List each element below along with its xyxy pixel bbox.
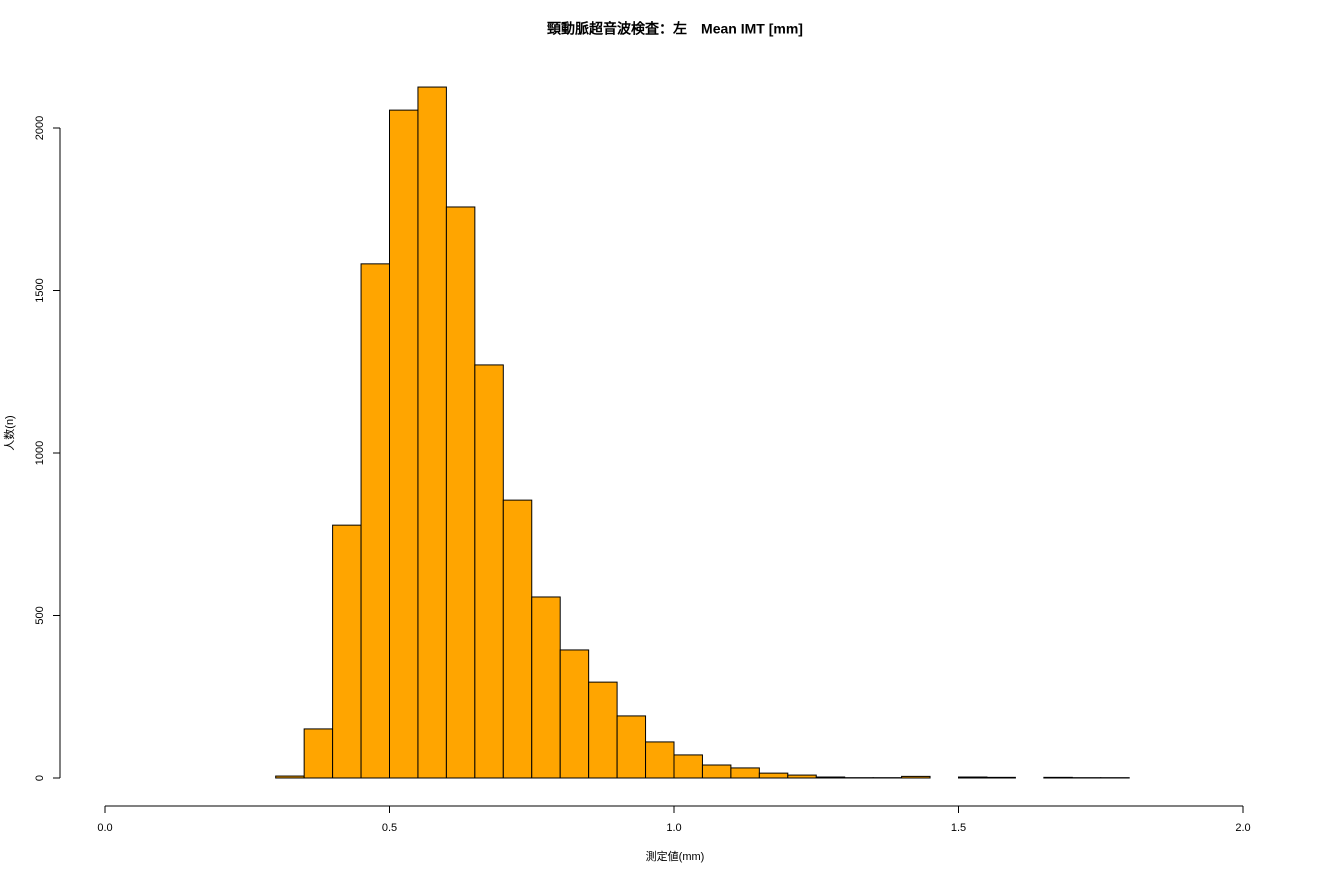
bar [474, 364, 504, 779]
bar [360, 263, 390, 779]
y-tick-label: 500 [34, 606, 46, 624]
bar [673, 754, 703, 779]
x-tick-label: 0.0 [97, 822, 112, 834]
bar [730, 767, 760, 779]
bar [701, 764, 732, 779]
bar [445, 206, 476, 779]
x-tick-label: 1.0 [666, 822, 681, 834]
bar [787, 774, 817, 779]
bar [616, 715, 647, 779]
bar [901, 775, 931, 779]
bar [502, 499, 533, 779]
bar [303, 728, 334, 779]
y-tick-label: 0 [34, 775, 46, 781]
bar [815, 776, 846, 779]
bar [645, 741, 675, 779]
bar [958, 776, 988, 779]
bar [559, 649, 590, 779]
bar [758, 772, 789, 779]
bar [1043, 776, 1073, 779]
bar [332, 524, 362, 779]
y-tick-label: 1500 [34, 278, 46, 302]
y-tick-label: 1000 [34, 441, 46, 465]
y-axis-label: 人数(n) [3, 415, 16, 450]
chart-title: 頸動脈超音波検査：左 Mean IMT [mm] [547, 21, 803, 37]
x-tick-label: 0.5 [382, 822, 397, 834]
bar [531, 596, 561, 779]
bar [389, 109, 419, 779]
x-axis-label: 測定値(mm) [646, 849, 705, 863]
x-tick-label: 1.5 [951, 822, 966, 834]
bar [588, 681, 618, 779]
bar [986, 776, 1016, 779]
x-tick-label: 2.0 [1235, 822, 1250, 834]
bar [275, 775, 305, 779]
y-tick-label: 2000 [34, 116, 46, 140]
bar [417, 86, 447, 779]
